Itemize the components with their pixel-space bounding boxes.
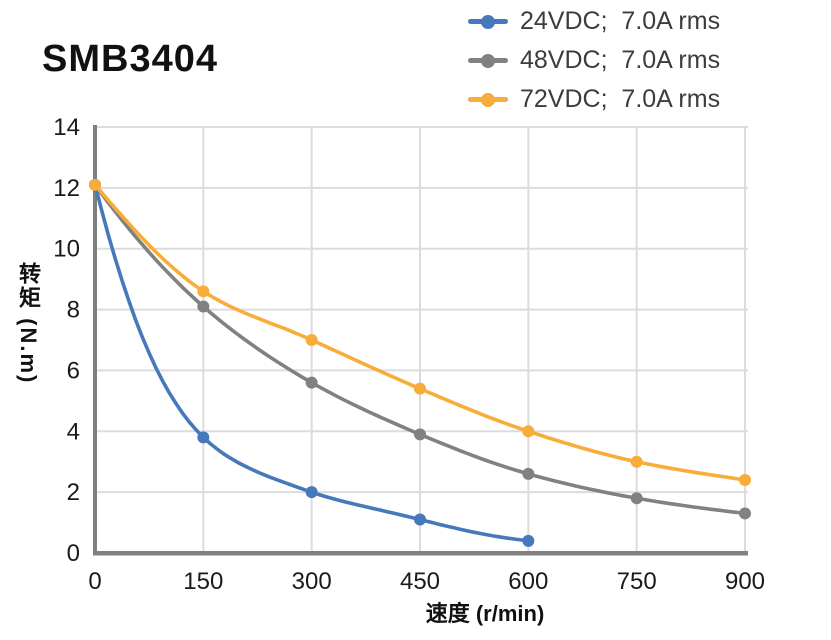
legend-marker-line [468,53,508,68]
y-tick-label: 12 [53,175,80,202]
legend-item: 24VDC; 7.0A rms [468,2,720,41]
y-tick-label: 6 [67,357,80,384]
legend-item: 48VDC; 7.0A rms [468,41,720,80]
x-tick-label: 0 [88,568,101,595]
x-axis-line [93,551,748,556]
y-tick-label: 10 [53,236,80,263]
y-tick-label: 14 [53,114,80,141]
data-point [197,285,210,298]
data-point [305,376,318,389]
y-tick-label: 8 [67,297,80,324]
data-point [89,178,101,191]
legend-marker-line [468,14,508,29]
legend-marker-dot [481,14,495,29]
x-tick-label: 900 [725,568,765,595]
data-point [739,507,751,520]
data-point [305,334,318,346]
data-point [522,467,535,480]
x-tick-label: 150 [183,568,223,595]
legend-label: 48VDC; 7.0A rms [520,46,721,74]
data-point [197,431,210,444]
data-point [414,513,426,526]
data-point [414,428,426,441]
data-point [739,473,751,486]
data-point [522,534,535,547]
x-tick-label: 300 [292,568,332,595]
legend-item: 72VDC; 7.0A rms [468,80,720,119]
data-point [197,300,210,313]
x-tick-label: 750 [617,568,657,595]
legend-marker-line [468,92,508,107]
y-tick-label: 0 [67,540,80,567]
data-point [522,425,535,438]
data-point [305,486,318,499]
chart-title: SMB3404 [42,38,218,80]
x-axis-title: 速度 (r/min) [425,601,545,626]
legend-label: 24VDC; 7.0A rms [520,7,721,35]
legend-marker-dot [481,53,495,68]
legend: 24VDC; 7.0A rms 48VDC; 7.0A rms 72VDC; 7… [468,2,720,119]
x-tick-label: 450 [400,568,440,595]
data-point [414,382,426,395]
y-axis-title: 转矩 (N.m) [16,262,41,385]
y-tick-label: 4 [67,418,80,445]
y-tick-label: 2 [67,479,80,506]
data-point [630,492,643,505]
data-point [630,455,643,468]
x-tick-label: 600 [508,568,548,595]
legend-label: 72VDC; 7.0A rms [520,85,721,113]
y-axis-line [93,125,97,555]
legend-marker-dot [481,92,495,107]
